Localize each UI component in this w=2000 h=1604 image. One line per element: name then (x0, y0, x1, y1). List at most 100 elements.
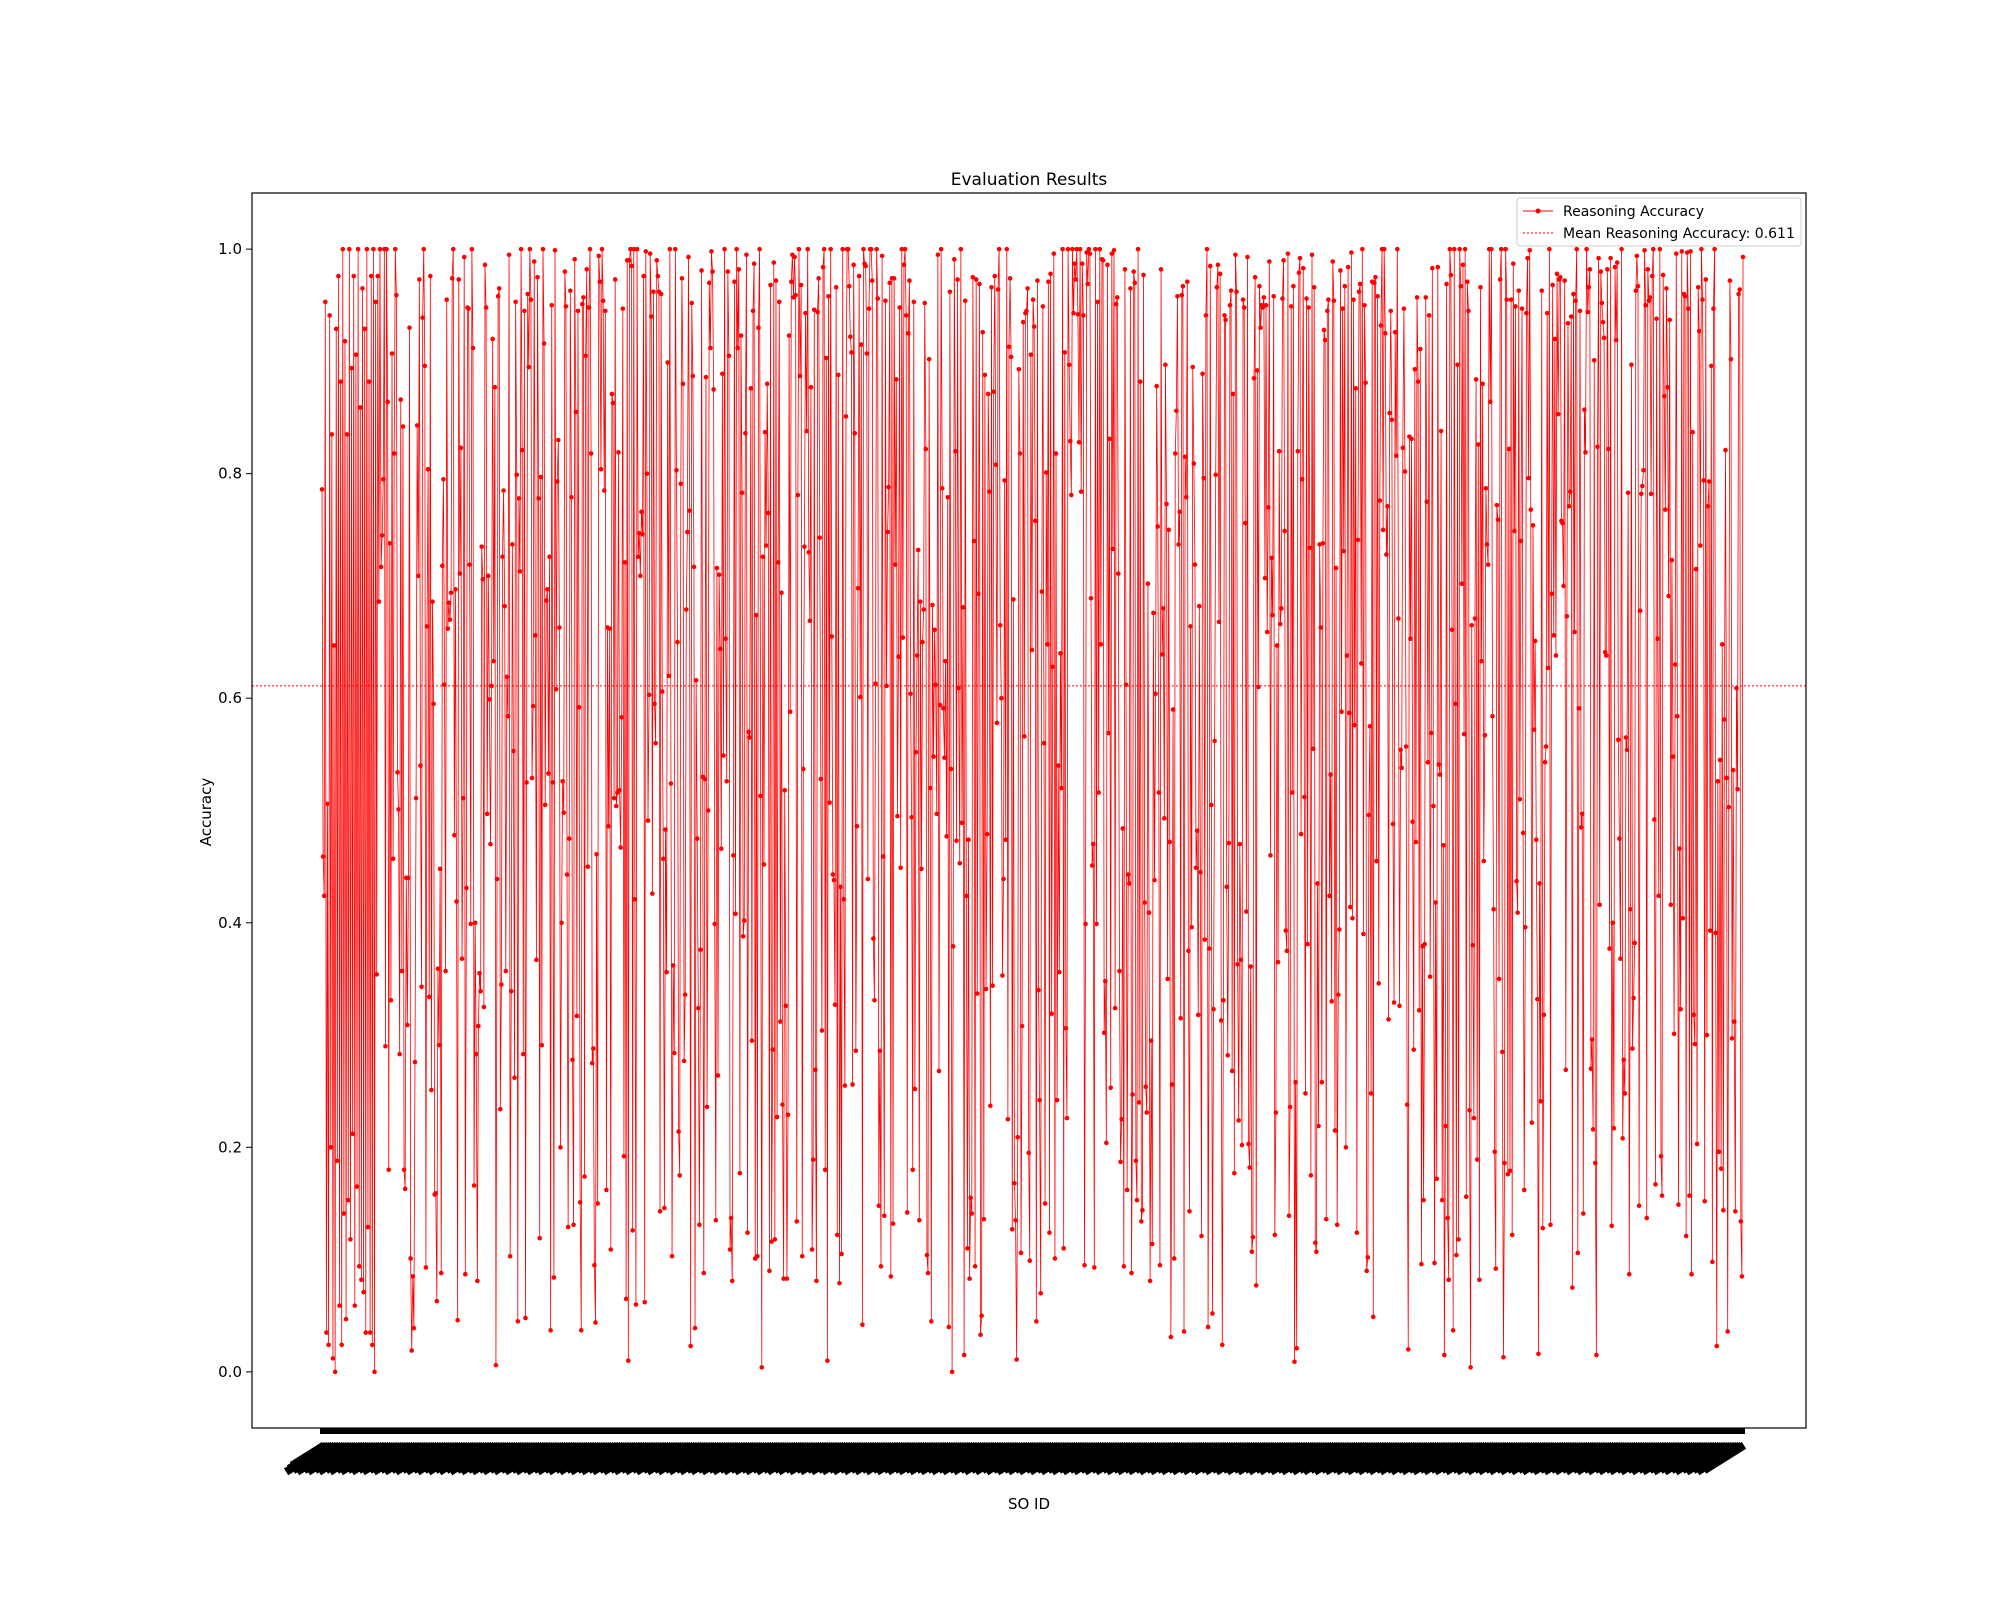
data-point (1235, 962, 1240, 967)
data-point (897, 305, 902, 310)
data-point (1408, 636, 1413, 642)
data-point (873, 681, 878, 686)
data-point (1374, 858, 1379, 864)
data-point (445, 626, 451, 631)
data-point (942, 755, 947, 761)
data-point (608, 1247, 614, 1252)
data-point (1008, 354, 1014, 360)
data-point (729, 1278, 735, 1284)
data-point (651, 289, 656, 295)
data-point (1512, 528, 1517, 534)
data-point (689, 300, 695, 306)
data-point (1460, 262, 1466, 268)
data-point (1380, 527, 1386, 533)
data-point (1440, 843, 1446, 848)
data-point (1059, 785, 1064, 791)
data-point (1341, 548, 1347, 554)
data-point (843, 414, 849, 419)
data-point (1194, 828, 1200, 834)
data-point (1450, 1328, 1456, 1333)
data-point (833, 285, 839, 290)
data-point (798, 282, 804, 288)
legend-label-mean: Mean Reasoning Accuracy: 0.611 (1563, 226, 1795, 242)
data-point (1467, 1107, 1472, 1113)
data-point (1718, 1166, 1724, 1171)
data-point (508, 988, 514, 994)
data-point (811, 307, 817, 313)
data-point (772, 1237, 778, 1242)
data-point (366, 379, 372, 384)
data-point (1436, 762, 1442, 767)
data-point (517, 569, 523, 574)
data-point (892, 562, 898, 567)
data-point (773, 278, 779, 283)
data-point (606, 823, 611, 829)
data-point (1570, 1285, 1575, 1290)
data-point (411, 1325, 417, 1331)
data-point (380, 477, 386, 482)
data-point (339, 1342, 344, 1348)
y-tick-label: 1.0 (218, 240, 242, 258)
data-point (1372, 280, 1377, 286)
data-point (364, 246, 370, 252)
x-tick-label-glyph (1702, 1442, 1747, 1474)
data-point (1540, 1225, 1546, 1231)
data-point (678, 481, 684, 487)
data-point (459, 956, 465, 961)
data-point (551, 1275, 557, 1280)
data-point (595, 1201, 600, 1206)
data-point (1437, 772, 1443, 777)
data-point (759, 1365, 765, 1370)
data-point (664, 969, 669, 975)
data-point (1018, 1250, 1024, 1256)
data-point (1675, 713, 1680, 719)
data-point (1019, 1023, 1025, 1029)
data-point (537, 1235, 542, 1241)
data-point (558, 1145, 563, 1150)
data-point (1517, 796, 1523, 802)
data-point (1505, 1171, 1511, 1177)
data-point (477, 971, 482, 976)
data-point (476, 1023, 481, 1029)
data-point (814, 1278, 819, 1284)
data-point (797, 373, 803, 379)
data-point (528, 297, 534, 302)
data-point (436, 1042, 442, 1048)
data-point (1337, 927, 1342, 932)
data-point (1034, 1319, 1039, 1324)
data-point (1051, 251, 1057, 256)
data-point (1216, 619, 1222, 625)
data-point (1112, 1005, 1118, 1011)
data-point (981, 1216, 987, 1222)
data-point (1125, 872, 1131, 877)
data-point (1079, 261, 1085, 267)
data-point (583, 353, 588, 359)
data-point (581, 295, 586, 300)
data-point (948, 766, 954, 772)
data-point (1717, 757, 1723, 763)
data-point (1203, 313, 1209, 318)
data-point (782, 787, 788, 793)
data-point (1040, 304, 1046, 309)
data-point (929, 1319, 934, 1324)
data-point (1334, 1222, 1340, 1228)
data-point (1133, 1158, 1139, 1164)
data-point (336, 273, 341, 279)
data-point (1190, 364, 1196, 370)
data-point (693, 677, 699, 683)
data-point (1244, 909, 1249, 914)
data-point (1180, 283, 1186, 289)
data-point (1174, 408, 1179, 414)
data-point (511, 748, 516, 754)
data-point (319, 487, 325, 492)
data-point (846, 283, 852, 289)
data-point (1262, 575, 1268, 581)
data-point (407, 325, 412, 331)
data-point (982, 372, 988, 378)
data-point (561, 810, 567, 816)
data-point (356, 1264, 362, 1269)
data-point (422, 363, 428, 369)
data-point (1322, 337, 1328, 343)
data-point (338, 379, 343, 384)
data-point (1143, 1084, 1149, 1089)
